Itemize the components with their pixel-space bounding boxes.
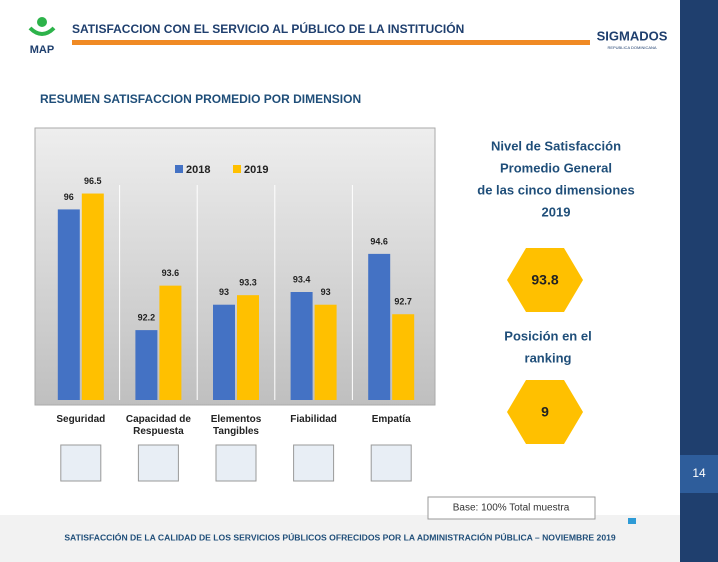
chart-title: RESUMEN SATISFACCION PROMEDIO POR DIMENS… — [40, 92, 361, 106]
header-rule — [72, 40, 590, 45]
category-label: Fiabilidad — [277, 414, 351, 426]
value-label: 94.6 — [370, 236, 388, 246]
bar — [58, 209, 80, 400]
category-icon — [216, 445, 256, 481]
footer: SATISFACCIÓN DE LA CALIDAD DE LOS SERVIC… — [64, 531, 616, 542]
summary-title: 2019 — [542, 204, 571, 219]
value-label: 93 — [219, 287, 229, 297]
page-number: 14 — [692, 466, 706, 480]
category-icon — [294, 445, 334, 481]
small-logo — [628, 518, 636, 524]
category-label: Seguridad — [44, 414, 118, 426]
value-label: 93 — [321, 287, 331, 297]
legend-swatch — [233, 165, 241, 173]
category-icon — [371, 445, 411, 481]
value-label: 93.3 — [239, 278, 257, 288]
ranking-value: 9 — [541, 404, 549, 420]
bar — [315, 305, 337, 400]
summary-title: Nivel de Satisfacción — [491, 138, 621, 153]
bar — [159, 286, 181, 400]
brand-sub: REPUBLICA DOMINICANA — [607, 45, 656, 50]
base-note: Base: 100% Total muestra — [453, 503, 570, 514]
summary-title: de las cinco dimensiones — [477, 182, 635, 197]
value-label: 96 — [64, 192, 74, 202]
average-value: 93.8 — [531, 272, 558, 288]
header-title: SATISFACCION CON EL SERVICIO AL PÚBLICO … — [72, 21, 464, 36]
category-label: Empatía — [354, 414, 428, 426]
bar — [392, 314, 414, 400]
logo: MAP — [30, 17, 54, 56]
category-icon — [138, 445, 178, 481]
value-label: 96.5 — [84, 176, 102, 186]
bar — [291, 292, 313, 400]
bar — [237, 295, 259, 400]
legend-label: 2019 — [244, 164, 268, 176]
brand: SIGMADOS — [597, 28, 668, 43]
slide: 14 SATISFACCIÓN DE LA CALIDAD DE LOS SER… — [0, 0, 718, 562]
value-label: 93.4 — [293, 274, 311, 284]
ranking-title: ranking — [525, 350, 572, 365]
category-label: Capacidad de Respuesta — [121, 414, 195, 438]
logo-text: MAP — [30, 44, 54, 56]
category-label: Elementos Tangibles — [199, 414, 273, 438]
bar — [213, 305, 235, 400]
value-label: 92.7 — [394, 297, 412, 307]
bar — [82, 194, 104, 400]
legend-swatch — [175, 165, 183, 173]
legend-label: 2018 — [186, 164, 210, 176]
category-icon — [61, 445, 101, 481]
slide-canvas: 14 SATISFACCIÓN DE LA CALIDAD DE LOS SER… — [0, 0, 718, 562]
bar — [135, 330, 157, 400]
value-label: 92.2 — [138, 312, 156, 322]
bar — [368, 254, 390, 400]
ranking-title: Posición en el — [504, 328, 591, 343]
summary-title: Promedio General — [500, 160, 612, 175]
value-label: 93.6 — [162, 268, 180, 278]
